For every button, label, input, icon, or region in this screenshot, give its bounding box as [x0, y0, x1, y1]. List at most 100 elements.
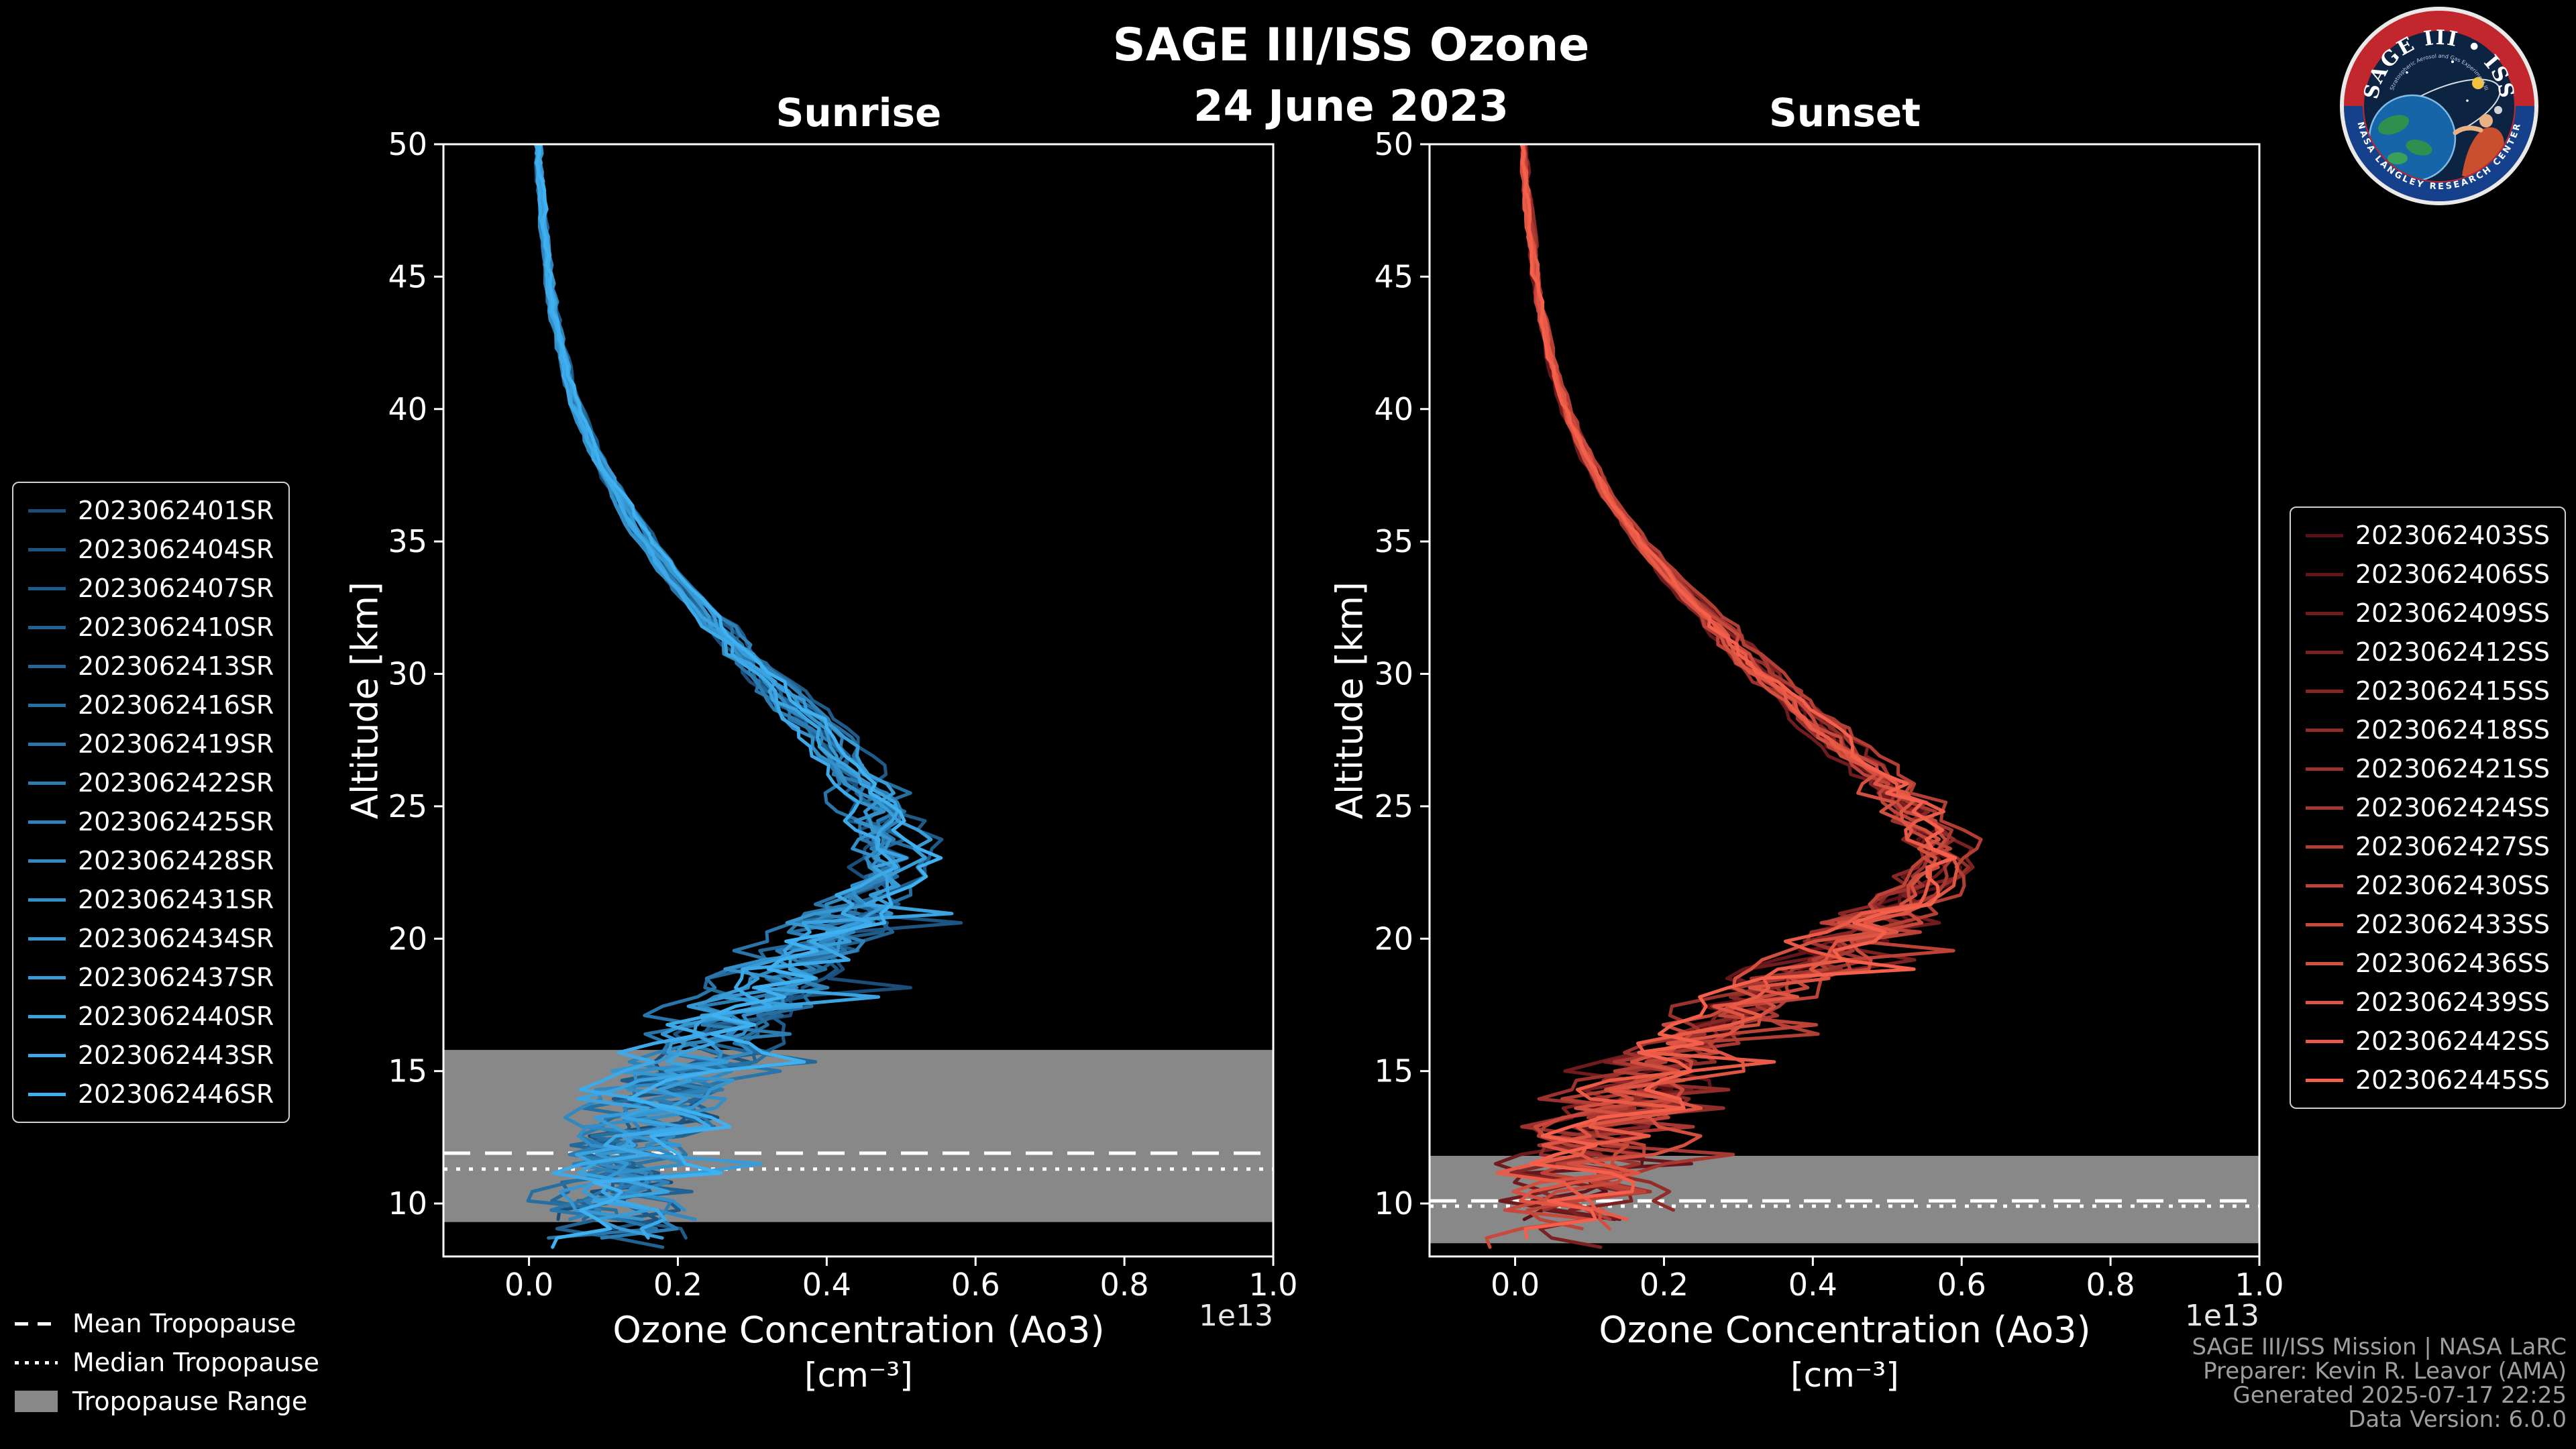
sunset-series-2023062412SS — [1521, 144, 1975, 1249]
sunrise-series-2023062446SR — [535, 144, 943, 1249]
legend-item: 2023062412SS — [2305, 633, 2550, 672]
legend-item: 2023062421SS — [2305, 749, 2550, 788]
legend-item: 2023062422SR — [28, 763, 274, 802]
sunrise-panel-title: Sunrise — [775, 90, 942, 136]
sunset-series-2023062415SS — [1509, 144, 1931, 1212]
legend-label: 2023062427SS — [2355, 832, 2550, 861]
sunset-xlabel: Ozone Concentration (Ao3) [cm⁻³] — [1599, 1307, 2090, 1397]
legend-label: 2023062439SS — [2355, 987, 2550, 1017]
sunrise-legend: 2023062401SR 2023062404SR 2023062407SR 2023… — [12, 482, 290, 1123]
legend-line-swatch — [28, 742, 66, 746]
median-tropopause-label: Median Tropopause — [72, 1348, 319, 1377]
sunset-series-2023062421SS — [1520, 144, 1941, 1212]
legend-item: 2023062439SS — [2305, 983, 2550, 1022]
x-tick-label: 0.8 — [2086, 1267, 2135, 1303]
x-tick-label: 1.0 — [2235, 1267, 2284, 1303]
legend-line-swatch — [28, 781, 66, 785]
legend-item: 2023062445SS — [2305, 1061, 2550, 1099]
legend-item-tropopause-range: Tropopause Range — [15, 1382, 319, 1421]
legend-item: 2023062403SS — [2305, 516, 2550, 555]
legend-label: 2023062440SR — [78, 1002, 274, 1031]
logo-bottom-band — [2344, 105, 2534, 201]
credit-mission: SAGE III/ISS Mission | NASA LaRC — [2192, 1334, 2567, 1360]
legend-line-swatch — [28, 703, 66, 707]
y-tick-label: 30 — [388, 656, 427, 692]
legend-label: 2023062430SS — [2355, 871, 2550, 900]
legend-item: 2023062425SR — [28, 802, 274, 841]
legend-item: 2023062419SR — [28, 724, 274, 763]
legend-item: 2023062424SS — [2305, 788, 2550, 827]
logo-sun — [2472, 77, 2484, 89]
xlabel-units: [cm⁻³] — [804, 1356, 913, 1395]
legend-item: 2023062431SR — [28, 880, 274, 919]
legend-label: 2023062410SR — [78, 612, 274, 642]
legend-label: 2023062446SR — [78, 1079, 274, 1109]
logo-astronomer-figure — [2453, 114, 2504, 178]
legend-line-swatch — [28, 1053, 66, 1057]
legend-line-swatch — [2305, 611, 2343, 615]
legend-item-mean-tropopause: Mean Tropopause — [15, 1304, 319, 1343]
legend-label: 2023062442SS — [2355, 1026, 2550, 1056]
x-tick-label: 0.8 — [1100, 1267, 1149, 1303]
legend-line-swatch — [28, 936, 66, 941]
legend-line-swatch — [2305, 806, 2343, 810]
legend-item: 2023062427SS — [2305, 827, 2550, 866]
credits: SAGE III/ISS Mission | NASA LaRC Prepare… — [2192, 1335, 2567, 1432]
legend-line-swatch — [2305, 1000, 2343, 1004]
y-tick-label: 15 — [1374, 1053, 1413, 1089]
logo-star — [2466, 99, 2469, 102]
legend-line-swatch — [28, 664, 66, 668]
figure-title: SAGE III/ISS Ozone — [1112, 19, 1590, 72]
y-tick-label: 35 — [1374, 523, 1413, 559]
sunset-series-2023062439SS — [1519, 144, 1960, 1212]
y-tick-label: 35 — [388, 523, 427, 559]
legend-item: 2023062416SR — [28, 686, 274, 724]
legend-label: 2023062412SS — [2355, 637, 2550, 667]
y-tick-label: 45 — [388, 258, 427, 294]
sunset-legend: 2023062403SS 2023062406SS 2023062409SS 2023… — [2289, 506, 2566, 1109]
logo-earth — [2368, 94, 2457, 181]
legend-item: 2023062443SR — [28, 1036, 274, 1075]
legend-item: 2023062406SS — [2305, 555, 2550, 594]
legend-item: 2023062404SR — [28, 530, 274, 569]
legend-line-swatch — [2305, 689, 2343, 693]
legend-line-swatch — [28, 898, 66, 902]
sunset-axes-frame — [1428, 143, 2261, 1258]
x-tick-label: 0.0 — [504, 1267, 553, 1303]
y-tick-label: 45 — [1374, 258, 1413, 294]
sunrise-axes-frame — [442, 143, 1275, 1258]
sunset-series-2023062445SS — [1519, 144, 1957, 1240]
legend-item: 2023062436SS — [2305, 944, 2550, 983]
legend-line-swatch — [28, 1092, 66, 1096]
legend-label: 2023062413SR — [78, 651, 274, 681]
sunset-series-2023062442SS — [1495, 144, 1954, 1222]
legend-label: 2023062436SS — [2355, 949, 2550, 978]
logo-moon — [2494, 106, 2502, 114]
legend-label: 2023062428SR — [78, 846, 274, 875]
legend-label: 2023062401SR — [78, 496, 274, 525]
legend-line-swatch — [2305, 845, 2343, 849]
legend-item-median-tropopause: Median Tropopause — [15, 1343, 319, 1382]
legend-item: 2023062418SS — [2305, 710, 2550, 749]
legend-line-swatch — [28, 547, 66, 551]
legend-label: 2023062415SS — [2355, 676, 2550, 706]
credit-version: Data Version: 6.0.0 — [2348, 1406, 2567, 1433]
mission-logo: SAGE III • ISS Stratospheric Aerosol and… — [2340, 7, 2538, 205]
sunrise-ylabel: Altitude [km] — [343, 581, 386, 820]
sunset-series-2023062433SS — [1485, 144, 1947, 1249]
legend-label: 2023062431SR — [78, 885, 274, 914]
sunset-panel-title: Sunset — [1769, 90, 1921, 136]
sunset-ylabel: Altitude [km] — [1328, 581, 1371, 820]
tropopause-legend: Mean Tropopause Median Tropopause Tropop… — [15, 1304, 319, 1421]
credit-generated: Generated 2025-07-17 22:25 — [2233, 1382, 2567, 1409]
range-patch-swatch — [15, 1391, 58, 1412]
legend-label: 2023062425SR — [78, 807, 274, 837]
legend-line-swatch — [28, 625, 66, 629]
legend-line-swatch — [28, 586, 66, 590]
sunset-series-2023062418SS — [1521, 144, 1971, 1212]
legend-line-swatch — [28, 1014, 66, 1018]
legend-line-swatch — [2305, 961, 2343, 965]
sunset-plot-area — [1430, 144, 2259, 1249]
legend-label: 2023062407SR — [78, 574, 274, 603]
legend-line-swatch — [28, 975, 66, 979]
